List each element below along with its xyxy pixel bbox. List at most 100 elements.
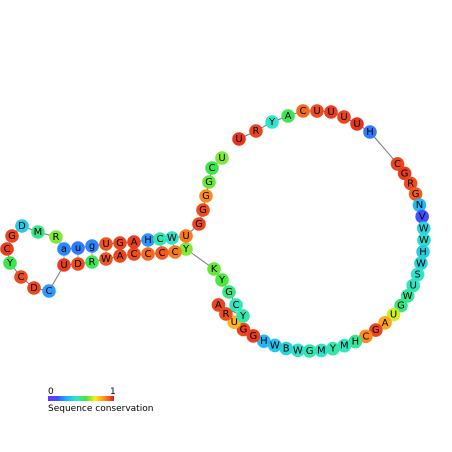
nucleotide: R xyxy=(219,307,233,321)
nucleotide: G xyxy=(394,298,408,313)
nucleotide-circle xyxy=(5,229,19,243)
nucleotide-circle xyxy=(268,338,282,353)
nucleotide-letter: G xyxy=(412,189,420,200)
nucleotide-circle xyxy=(85,255,99,269)
nucleotide: Y xyxy=(215,273,229,287)
nucleotide: U xyxy=(337,110,351,124)
nucleotide-circle xyxy=(246,329,261,343)
nucleotide: A xyxy=(113,249,127,263)
backbone-segment xyxy=(369,131,398,165)
nucleotide: M xyxy=(31,225,45,239)
nucleotide: C xyxy=(42,284,56,298)
nucleotide-circle xyxy=(415,209,429,224)
nucleotide-circle xyxy=(215,273,229,287)
nucleotide-letter: U xyxy=(340,112,347,123)
nucleotide-circle xyxy=(394,298,408,313)
nucleotide-circle xyxy=(337,110,351,124)
nucleotide: U xyxy=(215,151,229,165)
nucleotide-letter: U xyxy=(182,231,189,242)
nucleotide-circle xyxy=(219,307,233,321)
nucleotide: C xyxy=(141,247,155,261)
nucleotide-circle xyxy=(49,230,63,244)
nucleotide: Y xyxy=(3,256,17,270)
nucleotide-letter: D xyxy=(30,283,38,294)
nucleotide-circle xyxy=(57,258,71,272)
nucleotide-circle xyxy=(205,161,219,175)
nucleotide-circle xyxy=(179,242,193,256)
nucleotide: Y xyxy=(179,242,193,256)
nucleotide: A xyxy=(127,235,141,249)
nucleotide-letter: W xyxy=(419,235,429,246)
nucleotide: A xyxy=(378,316,392,330)
nucleotide-circle xyxy=(27,281,41,295)
nucleotide: u xyxy=(71,241,85,255)
nucleotide-letter: G xyxy=(195,219,203,230)
nucleotide-circle xyxy=(416,244,430,259)
nucleotide-circle xyxy=(153,232,167,246)
nucleotide-circle xyxy=(369,323,383,337)
nucleotide-circle xyxy=(42,284,56,298)
nucleotide-circle xyxy=(359,329,373,344)
nucleotide-circle xyxy=(348,334,363,349)
nucleotide: G xyxy=(202,175,216,189)
nucleotide: G xyxy=(199,189,213,203)
nucleotide-circle xyxy=(15,219,29,233)
conservation-legend: 0 1 Sequence conservation xyxy=(48,387,153,414)
nucleotide: B xyxy=(279,341,294,356)
nucleotide: S xyxy=(410,267,425,282)
nucleotide: U xyxy=(232,132,246,146)
nucleotide-circle xyxy=(207,262,221,276)
nucleotide: U xyxy=(57,258,71,272)
nucleotide-letter: G xyxy=(306,346,314,357)
nucleotide: W xyxy=(268,338,282,353)
nucleotide-circle xyxy=(302,344,317,358)
nucleotide: a xyxy=(57,242,71,256)
nucleotide-circle xyxy=(414,256,428,271)
nucleotide: K xyxy=(207,262,221,276)
nucleotide: G xyxy=(196,203,210,217)
nucleotide-letter: G xyxy=(225,287,233,298)
nucleotide-circle xyxy=(281,109,295,123)
nucleotide-circle xyxy=(196,203,210,217)
nucleotide-letter: A xyxy=(382,318,389,329)
nucleotide-circle xyxy=(337,338,352,353)
nucleotide: U xyxy=(310,104,324,118)
nucleotide-letter: W xyxy=(293,345,303,356)
nucleotide: W xyxy=(291,343,305,358)
nucleotide-letter: g xyxy=(89,241,95,252)
nucleotide-letter: D xyxy=(74,259,82,270)
nucleotide-letter: C xyxy=(145,249,152,260)
nucleotide: R xyxy=(403,176,418,191)
nucleotide-letter: W xyxy=(403,291,413,302)
nucleotide-letter: U xyxy=(410,280,417,291)
nucleotide-letter: C xyxy=(172,247,179,258)
nucleotide-circle xyxy=(222,285,236,299)
nucleotide-circle xyxy=(14,270,28,284)
nucleotide-letter: W xyxy=(416,258,426,269)
nucleotide-circle xyxy=(416,221,431,236)
nucleotide: U xyxy=(324,105,338,119)
nucleotide-letter: W xyxy=(167,233,177,244)
nucleotide-letter: U xyxy=(218,153,225,164)
nucleotide-letter: V xyxy=(419,212,426,223)
nucleotide-circle xyxy=(155,246,169,260)
nucleotide: W xyxy=(416,221,431,236)
nucleotide-letter: C xyxy=(131,249,138,260)
nucleotide: A xyxy=(281,109,295,123)
nucleotide-circle xyxy=(202,175,216,189)
nucleotide-circle xyxy=(363,125,377,139)
legend-caption: Sequence conservation xyxy=(48,404,153,414)
nucleotide-letter: C xyxy=(46,286,53,297)
nucleotide-circle xyxy=(386,307,401,322)
nucleotide-circle xyxy=(168,245,182,259)
nucleotide-letter: U xyxy=(327,107,334,118)
nucleotide-letter: N xyxy=(416,200,423,211)
nucleotide-circle xyxy=(3,256,17,270)
nucleotide-letter: U xyxy=(390,310,397,321)
nucleotide: U xyxy=(179,229,193,243)
nucleotide-letter: M xyxy=(340,341,349,352)
nucleotide-circle xyxy=(314,343,329,358)
nucleotide: H xyxy=(257,334,271,349)
nucleotide: V xyxy=(415,209,429,224)
nucleotide-letter: R xyxy=(89,257,96,268)
